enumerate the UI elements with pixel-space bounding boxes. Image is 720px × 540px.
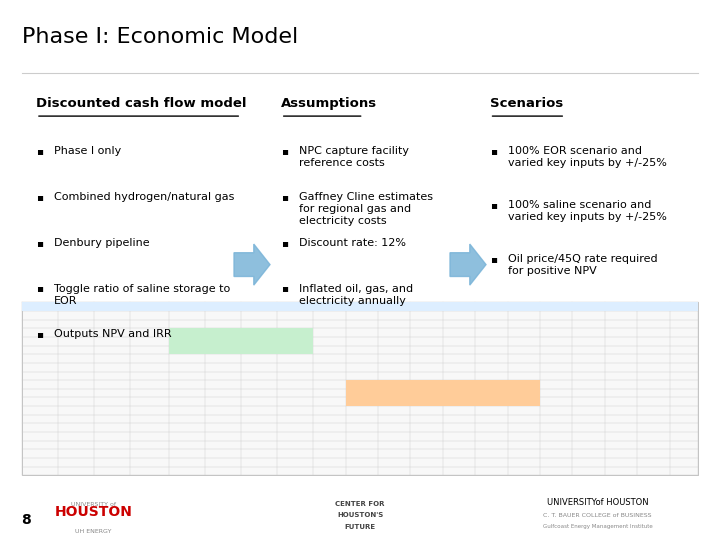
Text: Phase I only: Phase I only	[54, 146, 121, 156]
FancyBboxPatch shape	[169, 346, 241, 354]
FancyBboxPatch shape	[241, 346, 313, 354]
Text: Discounted cash flow model: Discounted cash flow model	[36, 97, 246, 110]
Polygon shape	[234, 244, 270, 285]
Text: C. T. BAUER COLLEGE of BUSINESS: C. T. BAUER COLLEGE of BUSINESS	[544, 514, 652, 518]
FancyBboxPatch shape	[169, 337, 241, 346]
Text: CENTER FOR: CENTER FOR	[336, 501, 384, 507]
Text: 100% EOR scenario and
varied key inputs by +/-25%: 100% EOR scenario and varied key inputs …	[508, 146, 667, 168]
Text: Assumptions: Assumptions	[281, 97, 377, 110]
Text: ▪: ▪	[281, 146, 288, 156]
Text: Outputs NPV and IRR: Outputs NPV and IRR	[54, 329, 171, 340]
Text: HOUSTON'S: HOUSTON'S	[337, 512, 383, 518]
Text: UH ENERGY: UH ENERGY	[76, 529, 112, 534]
FancyBboxPatch shape	[443, 397, 540, 406]
Text: NPC capture facility
reference costs: NPC capture facility reference costs	[299, 146, 409, 168]
Text: Inflated oil, gas, and
electricity annually: Inflated oil, gas, and electricity annua…	[299, 284, 413, 306]
Text: ▪: ▪	[281, 192, 288, 202]
FancyBboxPatch shape	[443, 380, 540, 389]
FancyBboxPatch shape	[241, 337, 313, 346]
Text: Toggle ratio of saline storage to
EOR: Toggle ratio of saline storage to EOR	[54, 284, 230, 306]
Text: 8: 8	[22, 512, 32, 526]
Text: Gaffney Cline estimates
for regional gas and
electricity costs: Gaffney Cline estimates for regional gas…	[299, 192, 433, 226]
FancyBboxPatch shape	[443, 389, 540, 397]
Text: Oil price/45Q rate required
for positive NPV: Oil price/45Q rate required for positive…	[508, 254, 657, 276]
Text: Combined hydrogen/natural gas: Combined hydrogen/natural gas	[54, 192, 235, 202]
Text: Scenarios: Scenarios	[490, 97, 563, 110]
Text: ▪: ▪	[36, 146, 43, 156]
FancyBboxPatch shape	[22, 302, 130, 311]
Text: FUTURE: FUTURE	[344, 524, 376, 530]
Text: HOUSTON: HOUSTON	[55, 505, 132, 519]
FancyBboxPatch shape	[241, 328, 313, 337]
FancyBboxPatch shape	[130, 302, 346, 311]
FancyBboxPatch shape	[346, 302, 698, 311]
Text: ▪: ▪	[36, 284, 43, 294]
FancyBboxPatch shape	[346, 397, 443, 406]
Text: ▪: ▪	[490, 254, 497, 264]
Text: ▪: ▪	[281, 238, 288, 248]
FancyBboxPatch shape	[22, 302, 698, 475]
FancyBboxPatch shape	[169, 328, 241, 337]
Polygon shape	[450, 244, 486, 285]
Text: UNIVERSITY of: UNIVERSITY of	[71, 502, 116, 507]
Text: ▪: ▪	[490, 200, 497, 210]
Text: ▪: ▪	[36, 192, 43, 202]
Text: 100% saline scenario and
varied key inputs by +/-25%: 100% saline scenario and varied key inpu…	[508, 200, 667, 222]
Text: Phase I: Economic Model: Phase I: Economic Model	[22, 27, 298, 47]
FancyBboxPatch shape	[346, 380, 443, 389]
Text: Discount rate: 12%: Discount rate: 12%	[299, 238, 406, 248]
FancyBboxPatch shape	[346, 389, 443, 397]
Text: ▪: ▪	[281, 284, 288, 294]
Text: ▪: ▪	[36, 329, 43, 340]
Text: UNIVERSITYof HOUSTON: UNIVERSITYof HOUSTON	[546, 497, 649, 507]
Text: ▪: ▪	[36, 238, 43, 248]
Text: ▪: ▪	[490, 146, 497, 156]
Text: Gulfcoast Energy Management Institute: Gulfcoast Energy Management Institute	[543, 524, 652, 529]
Text: Denbury pipeline: Denbury pipeline	[54, 238, 150, 248]
